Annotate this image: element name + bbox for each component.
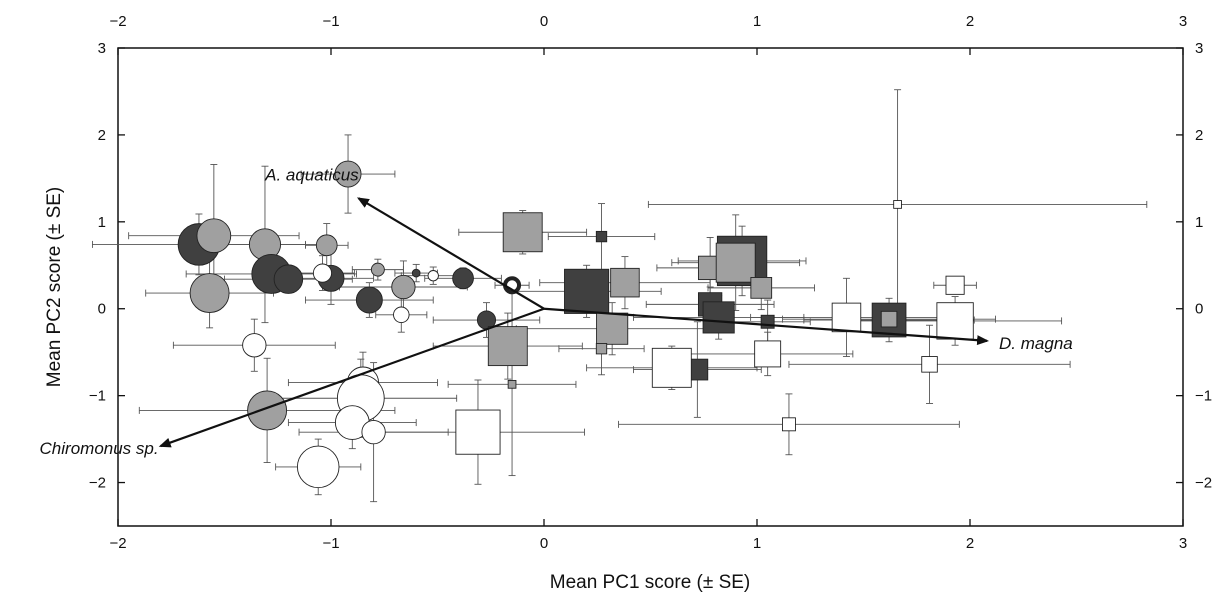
y-tick-label-right: 1 — [1195, 214, 1203, 231]
y-tick-label-right: −2 — [1195, 475, 1212, 492]
point-circle — [312, 263, 333, 283]
point-square — [750, 277, 773, 299]
point-circle — [189, 273, 230, 314]
x-axis-top: −2 −1 0 1 2 3 — [109, 13, 1187, 55]
y-axis-right: −2 −1 0 1 2 3 — [1176, 40, 1212, 492]
y-axis-left: −2 −1 0 1 2 3 — [89, 40, 125, 492]
y-tick-label-right: 0 — [1195, 301, 1203, 318]
x-tick-label-bottom: −2 — [109, 535, 126, 552]
y-tick-label-left: −1 — [89, 388, 106, 405]
point-square — [782, 417, 796, 432]
point-square — [507, 379, 517, 389]
point-square — [651, 347, 692, 388]
point-circle — [411, 268, 421, 278]
x-tick-label-bottom: 0 — [540, 535, 548, 552]
point-circle — [315, 234, 338, 257]
point-square — [921, 356, 938, 373]
point-square — [945, 275, 965, 295]
point-square — [595, 230, 608, 243]
point-circle — [391, 274, 416, 300]
x-tick-label-bottom: 1 — [753, 535, 761, 552]
y-tick-label-right: −1 — [1195, 388, 1212, 405]
x-tick-label-bottom: −1 — [322, 535, 339, 552]
point-square — [715, 242, 756, 283]
y-tick-label-left: 2 — [98, 127, 106, 144]
x-tick-label-top: 1 — [753, 13, 761, 30]
x-tick-label-bottom: 3 — [1179, 535, 1187, 552]
pca-vectors: A. aquaticus Chiromonus sp. D. magna — [40, 165, 1073, 458]
point-square — [455, 409, 501, 455]
x-tick-label-top: 0 — [540, 13, 548, 30]
vector-label: A. aquaticus — [264, 165, 359, 184]
y-axis-label: Mean PC2 score (± SE) — [44, 187, 65, 388]
vector-arrow — [543, 307, 990, 346]
point-square — [880, 310, 898, 328]
vector-label: D. magna — [999, 334, 1073, 353]
x-axis-label: Mean PC1 score (± SE) — [550, 572, 751, 593]
plot-frame — [117, 47, 1184, 527]
point-square — [595, 343, 608, 355]
x-tick-label-top: 3 — [1179, 13, 1187, 30]
point-square — [831, 302, 862, 333]
vector-arrow — [356, 197, 545, 310]
point-circle — [370, 262, 385, 277]
point-circle — [242, 333, 267, 358]
point-square — [754, 340, 782, 368]
point-circle — [273, 264, 304, 294]
point-circle — [427, 270, 439, 282]
point-circle — [196, 218, 232, 254]
x-tick-label-top: −2 — [109, 13, 126, 30]
data-markers — [177, 160, 974, 489]
point-circle — [361, 419, 386, 445]
point-square — [596, 312, 629, 345]
y-tick-label-right: 3 — [1195, 40, 1203, 57]
x-tick-label-top: −1 — [322, 13, 339, 30]
point-square — [893, 200, 902, 209]
point-circle — [452, 267, 474, 290]
vector-label: Chiromonus sp. — [40, 439, 159, 458]
point-circle — [334, 160, 362, 188]
point-square — [564, 268, 610, 314]
y-tick-label-left: 3 — [98, 40, 106, 57]
point-square — [936, 302, 974, 340]
point-square — [487, 326, 528, 367]
y-tick-label-left: −2 — [89, 475, 106, 492]
point-square — [702, 301, 735, 334]
x-axis-bottom: −2 −1 0 1 2 3 — [109, 519, 1187, 552]
point-circle — [393, 306, 410, 324]
y-tick-label-right: 2 — [1195, 127, 1203, 144]
vector-arrow — [158, 307, 545, 448]
y-tick-label-left: 1 — [98, 214, 106, 231]
point-circle — [296, 445, 340, 489]
x-tick-label-top: 2 — [966, 13, 974, 30]
x-tick-label-bottom: 2 — [966, 535, 974, 552]
point-square — [610, 267, 640, 298]
point-circle — [247, 390, 288, 431]
point-circle — [355, 286, 383, 314]
point-square — [502, 212, 543, 253]
y-tick-label-left: 0 — [98, 301, 106, 318]
